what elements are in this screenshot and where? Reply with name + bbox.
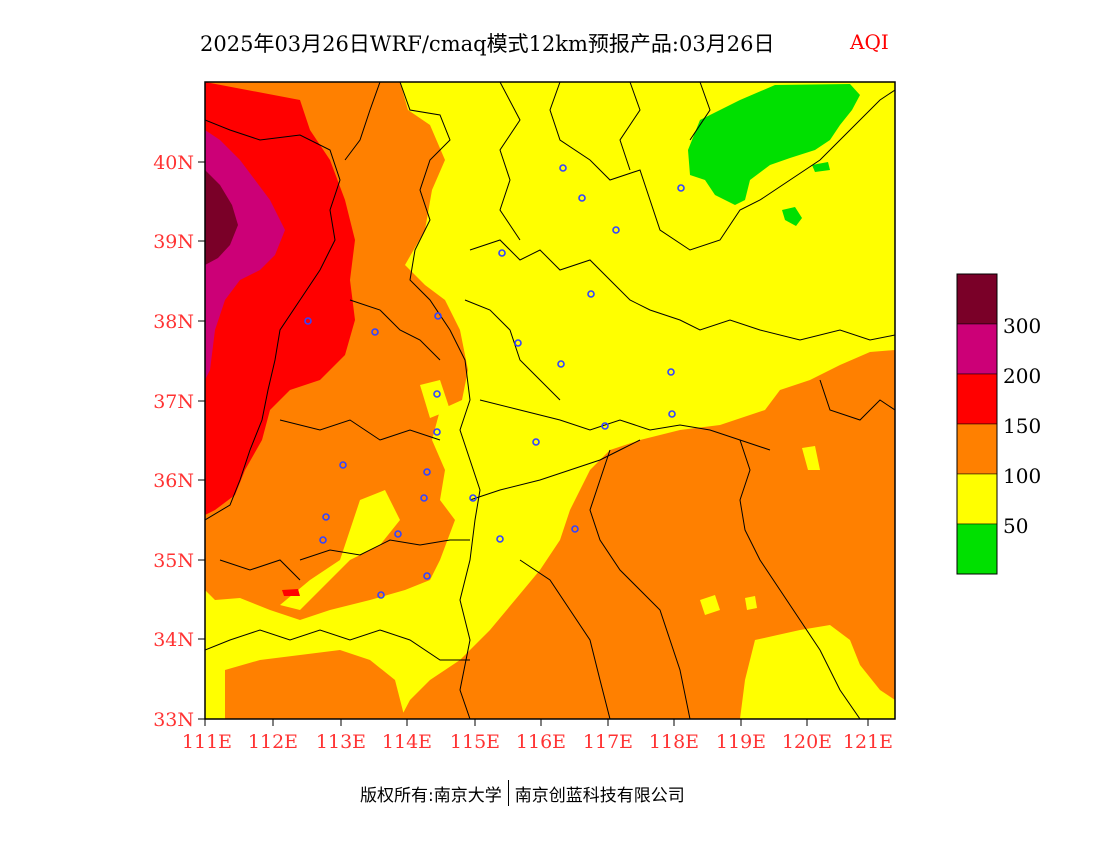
aqi-band-moderate (420, 380, 450, 418)
lon-tick-label: 113E (316, 731, 366, 753)
lon-tick-label: 111E (182, 731, 232, 753)
legend-label: 200 (1003, 364, 1041, 388)
aqi-band-moderate (740, 625, 895, 719)
aqi-field (205, 82, 895, 719)
aqi-band-unhealthy-sensitive (400, 350, 895, 719)
city-marker (322, 513, 330, 521)
legend: 300 200 150 100 50 (956, 273, 1041, 575)
legend-label: 100 (1003, 464, 1041, 488)
city-marker (587, 290, 595, 298)
legend-label: 50 (1003, 514, 1028, 538)
lat-tick-label: 40N (153, 152, 194, 174)
legend-swatch-good (956, 523, 998, 575)
province-boundaries (205, 82, 895, 719)
legend-label: 150 (1003, 414, 1041, 438)
city-marker (339, 461, 347, 469)
city-marker (578, 194, 586, 202)
lat-tick-label: 33N (153, 709, 194, 731)
city-marker (377, 591, 385, 599)
lon-tick-label: 115E (450, 731, 500, 753)
lon-tick-label: 117E (583, 731, 633, 753)
aqi-band-moderate (700, 595, 720, 615)
lon-tick-label: 120E (782, 731, 832, 753)
lon-tick-label: 116E (516, 731, 566, 753)
lat-tick-label: 34N (153, 629, 194, 651)
city-marker (304, 317, 312, 325)
copyright-company: 南京创蓝科技有限公司 (514, 785, 685, 806)
city-marker (677, 184, 685, 192)
city-marker (319, 536, 327, 544)
aqi-band-hazardous (205, 170, 238, 265)
city-marker (532, 438, 540, 446)
city-markers (304, 164, 685, 599)
aqi-band-good (688, 84, 860, 205)
city-marker (668, 410, 676, 418)
aqi-band-moderate (802, 446, 820, 470)
aqi-band-very-unhealthy (205, 130, 285, 380)
lat-tick-label: 36N (153, 470, 194, 492)
city-marker (514, 339, 522, 347)
aqi-band-unhealthy (282, 589, 300, 596)
city-marker (394, 530, 402, 538)
city-marker (434, 312, 442, 320)
lat-tick-label: 38N (153, 311, 194, 333)
lat-tick-label: 35N (153, 550, 194, 572)
lat-tick-label: 37N (153, 391, 194, 413)
city-marker (433, 428, 441, 436)
legend-swatch-unhealthy-sensitive (956, 423, 998, 475)
city-marker (557, 360, 565, 368)
city-marker (571, 525, 579, 533)
variable-label: AQI (850, 30, 889, 54)
copyright-owner: 版权所有:南京大学 (360, 785, 502, 806)
map-title: 2025年03月26日WRF/cmaq模式12km预报产品:03月26日 (200, 32, 775, 56)
lat-tick-label: 39N (153, 231, 194, 253)
lon-tick-label: 114E (382, 731, 432, 753)
aqi-band-moderate (280, 490, 400, 610)
aqi-band-good (782, 207, 802, 226)
city-marker (601, 422, 609, 430)
city-marker (612, 226, 620, 234)
footer-divider (507, 780, 509, 806)
city-marker (371, 328, 379, 336)
city-marker (420, 494, 428, 502)
legend-label: 300 (1003, 314, 1041, 338)
city-marker (559, 164, 567, 172)
city-marker (667, 368, 675, 376)
aqi-band-good (812, 162, 830, 172)
city-marker (496, 535, 504, 543)
lon-tick-label: 119E (716, 731, 766, 753)
tick-marks (198, 161, 869, 726)
lon-tick-label: 121E (843, 731, 893, 753)
city-marker (498, 249, 506, 257)
legend-swatch-unhealthy (956, 373, 998, 425)
copyright-footer: 版权所有:南京大学 南京创蓝科技有限公司 (360, 780, 685, 806)
aqi-band-moderate (745, 596, 757, 610)
city-marker (433, 390, 441, 398)
city-marker (469, 494, 477, 502)
legend-swatch-hazardous (956, 273, 998, 325)
legend-swatch-moderate (956, 473, 998, 525)
city-marker (423, 468, 431, 476)
legend-swatch-very-unhealthy (956, 323, 998, 375)
lon-tick-label: 118E (649, 731, 699, 753)
city-marker (423, 572, 431, 580)
aqi-band-unhealthy-sensitive (225, 650, 405, 719)
lon-tick-label: 112E (248, 731, 298, 753)
